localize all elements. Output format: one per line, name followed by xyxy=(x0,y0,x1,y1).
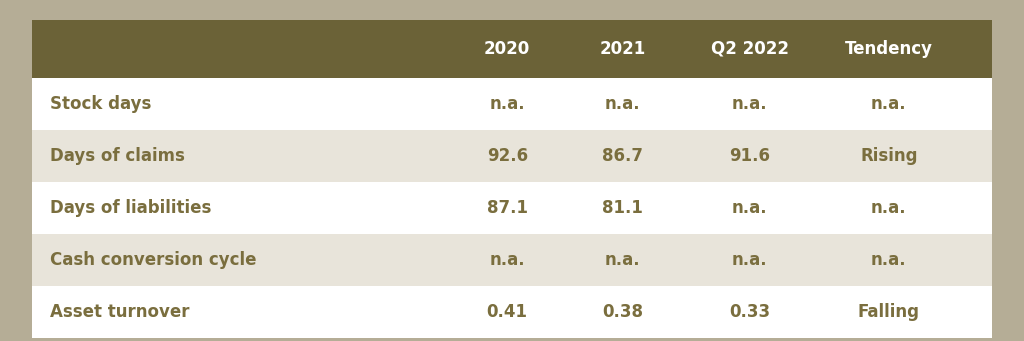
Text: Asset turnover: Asset turnover xyxy=(50,303,189,321)
Text: Rising: Rising xyxy=(860,147,918,165)
Bar xyxy=(32,20,992,78)
Text: Stock days: Stock days xyxy=(50,95,152,113)
Text: Q2 2022: Q2 2022 xyxy=(711,40,788,58)
Text: Days of liabilities: Days of liabilities xyxy=(50,199,211,217)
Text: n.a.: n.a. xyxy=(871,199,906,217)
Text: n.a.: n.a. xyxy=(604,251,640,269)
Text: 0.41: 0.41 xyxy=(486,303,527,321)
Text: 81.1: 81.1 xyxy=(602,199,643,217)
Bar xyxy=(32,234,992,286)
Text: Tendency: Tendency xyxy=(845,40,933,58)
Text: n.a.: n.a. xyxy=(871,95,906,113)
Text: n.a.: n.a. xyxy=(732,95,767,113)
Bar xyxy=(32,286,992,338)
Bar xyxy=(32,130,992,182)
Text: 2020: 2020 xyxy=(484,40,530,58)
Text: Falling: Falling xyxy=(858,303,920,321)
Text: 91.6: 91.6 xyxy=(729,147,770,165)
Text: 86.7: 86.7 xyxy=(602,147,643,165)
Bar xyxy=(32,78,992,130)
Text: n.a.: n.a. xyxy=(871,251,906,269)
Text: n.a.: n.a. xyxy=(732,199,767,217)
Text: 87.1: 87.1 xyxy=(486,199,527,217)
Text: Cash conversion cycle: Cash conversion cycle xyxy=(50,251,256,269)
Text: 2021: 2021 xyxy=(599,40,645,58)
Text: 92.6: 92.6 xyxy=(486,147,527,165)
Text: 0.38: 0.38 xyxy=(602,303,643,321)
Bar xyxy=(32,182,992,234)
Text: n.a.: n.a. xyxy=(604,95,640,113)
Text: n.a.: n.a. xyxy=(489,251,525,269)
Text: Days of claims: Days of claims xyxy=(50,147,185,165)
Text: 0.33: 0.33 xyxy=(729,303,770,321)
Text: n.a.: n.a. xyxy=(732,251,767,269)
Text: n.a.: n.a. xyxy=(489,95,525,113)
